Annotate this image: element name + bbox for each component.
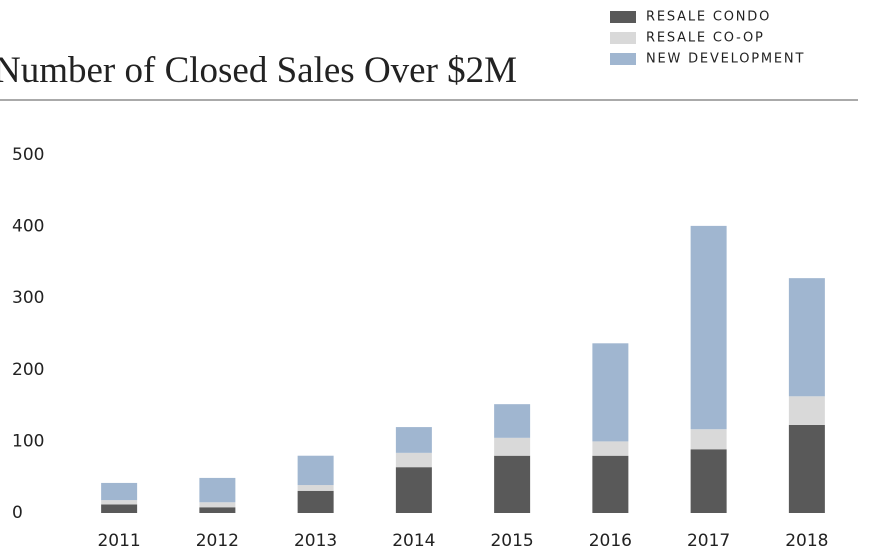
bar-segment [101, 482, 138, 501]
bar-segment [395, 467, 432, 513]
bar-segment [592, 343, 629, 442]
bar-segment [788, 396, 825, 425]
bar-segment [690, 429, 727, 450]
legend-label: NEW DEVELOPMENT [646, 52, 805, 67]
bar-segment [788, 424, 825, 513]
bar-segment [199, 502, 236, 508]
y-tick-label: 0 [12, 503, 23, 523]
legend-label: RESALE CO-OP [646, 31, 765, 46]
x-tick-label: 2015 [490, 531, 533, 551]
y-tick-label: 200 [12, 360, 44, 380]
bar-segment [395, 452, 432, 468]
bar-segment [690, 449, 727, 513]
bar-segment [297, 485, 334, 491]
bar-segment [494, 437, 531, 456]
y-tick-label: 400 [12, 217, 44, 237]
bar-segment [101, 500, 138, 505]
legend-swatch [610, 32, 636, 44]
bar-segment [199, 507, 236, 513]
x-tick-label: 2011 [97, 531, 140, 551]
y-tick-label: 100 [12, 431, 44, 451]
legend-swatch [610, 53, 636, 65]
bar-segment [297, 490, 334, 513]
y-tick-label: 500 [12, 145, 44, 165]
legend-swatch [610, 11, 636, 23]
bar-segment [101, 504, 138, 513]
bar-segment [494, 404, 531, 438]
bar-segment [494, 455, 531, 513]
x-tick-label: 2016 [589, 531, 632, 551]
bar-segment [297, 455, 334, 486]
bar-segment [395, 427, 432, 453]
legend-label: RESALE CONDO [646, 10, 771, 25]
x-tick-label: 2014 [392, 531, 435, 551]
x-tick-label: 2013 [294, 531, 337, 551]
bar-segment [592, 455, 629, 513]
bar-segment [690, 225, 727, 430]
bar-segment [199, 477, 236, 503]
bar-segment [788, 278, 825, 397]
bar-segment [592, 441, 629, 456]
x-tick-label: 2018 [785, 531, 828, 551]
x-tick-label: 2012 [196, 531, 239, 551]
y-tick-label: 300 [12, 288, 44, 308]
chart-title: Number of Closed Sales Over $2M [0, 50, 517, 91]
x-tick-label: 2017 [687, 531, 730, 551]
